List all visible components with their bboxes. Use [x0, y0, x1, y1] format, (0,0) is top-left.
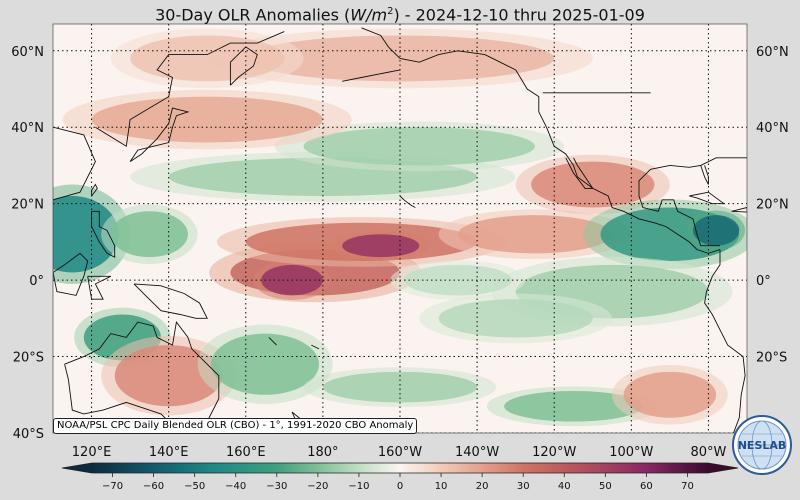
data-credit: NOAA/PSL CPC Daily Blended OLR (CBO) - 1… [53, 418, 418, 434]
anomaly-blob [623, 371, 717, 418]
longitude-label: 140°E [149, 445, 189, 460]
longitude-label: 120°W [532, 445, 576, 460]
anomaly-blob [110, 211, 188, 258]
colorbar-tick-label: 50 [599, 481, 612, 492]
anomaly-blob [504, 390, 643, 422]
longitude-label: 160°E [226, 445, 266, 460]
colorbar-tick-label: 10 [435, 481, 448, 492]
coastline [95, 31, 285, 148]
coastline [399, 195, 416, 208]
logo-text: NESLAB [738, 439, 787, 452]
colorbar: −70 −60 −50 −40 −30 −20 −10 0 10 20 30 40 50 60 70 [61, 462, 739, 492]
longitude-label: 180° [307, 445, 338, 460]
colorbar-tick-label: −60 [143, 481, 164, 492]
coastline [273, 437, 300, 456]
coastline [64, 320, 220, 430]
coastline [268, 337, 277, 346]
longitude-label: 160°W [378, 445, 422, 460]
noaa-neslab-globe-logo: NESLAB [732, 415, 792, 475]
coastline [704, 249, 746, 433]
coastline [565, 157, 594, 189]
colorbar-tick-label: 20 [476, 481, 489, 492]
coastline [515, 69, 721, 254]
coastline [638, 157, 747, 247]
latitude-label-left: 40°N [11, 121, 44, 136]
anomaly-blob [303, 127, 535, 166]
latitude-label-right: 20°N [756, 198, 789, 213]
colorbar-tick-label: −40 [225, 481, 246, 492]
latitude-label-left: 60°N [11, 45, 44, 60]
colorbar-tick-label: 60 [640, 481, 653, 492]
latitude-labels-right: 60°N40°N20°N0°20°S40°S [756, 45, 789, 442]
anomaly-blob [53, 196, 119, 273]
latitude-label-left: 40°S [13, 427, 44, 442]
colorbar-tick-label: 70 [681, 481, 694, 492]
colorbar-tick-label: 40 [558, 481, 571, 492]
latitude-label-left: 0° [29, 274, 44, 289]
colorbar-ticks: −70 −60 −50 −40 −30 −20 −10 0 10 20 30 40 50 60 70 [102, 473, 694, 492]
colorbar-tick-label: 0 [397, 481, 403, 492]
latitude-label-left: 20°N [11, 198, 44, 213]
coastline [700, 165, 709, 185]
coastline [129, 107, 190, 162]
anomaly-blob [91, 96, 323, 143]
anomaly-blob [531, 161, 655, 208]
latitude-label-left: 20°S [13, 351, 44, 366]
coastline [91, 183, 98, 197]
latitude-labels-left: 60°N 40°N 20°N 0° 20°S 40°S [11, 45, 44, 442]
coastline [133, 283, 208, 319]
latitude-label-right: 60°N [756, 45, 789, 60]
coastline [229, 46, 258, 86]
latitude-label-right: 40°N [756, 121, 789, 136]
coastline [311, 344, 320, 350]
coastline [342, 69, 401, 82]
anomaly-blob [693, 215, 740, 246]
longitude-label: 120°E [72, 445, 112, 460]
coastlines [53, 27, 747, 456]
map-title: 30-Day OLR Anomalies (W/m2) - 2024-12-10… [155, 5, 645, 25]
coastline [87, 275, 111, 300]
coastline [91, 210, 116, 258]
latitude-label-right: 20°S [756, 351, 787, 366]
coastline [53, 252, 89, 296]
graticule [53, 24, 747, 433]
anomaly-blob [211, 333, 320, 395]
latitude-label-right: 0° [756, 274, 771, 289]
coastline [731, 207, 747, 213]
colorbar-bar [61, 462, 739, 474]
coastline [361, 27, 516, 71]
anomaly-field [53, 28, 747, 427]
colorbar-tick-label: −30 [266, 481, 287, 492]
anomaly-blob [457, 215, 613, 254]
colorbar-tick-label: −70 [102, 481, 123, 492]
colorbar-tick-label: −10 [348, 481, 369, 492]
anomaly-blob [342, 234, 420, 258]
colorbar-tick-label: −50 [184, 481, 205, 492]
anomaly-blob [403, 264, 512, 296]
longitude-labels: 120°E 140°E 160°E 180° 160°W 140°W 120°W 100°W 8… [72, 445, 727, 460]
longitude-label: 140°W [455, 445, 499, 460]
longitude-label: 80°W [690, 445, 726, 460]
longitude-label: 100°W [609, 445, 653, 460]
anomaly-blob [130, 35, 285, 82]
anomaly-blob [438, 299, 593, 338]
colorbar-tick-label: −20 [307, 481, 328, 492]
colorbar-tick-label: 30 [517, 481, 530, 492]
coastline [689, 191, 726, 205]
anomaly-blob [322, 371, 478, 403]
coastline [53, 126, 96, 202]
